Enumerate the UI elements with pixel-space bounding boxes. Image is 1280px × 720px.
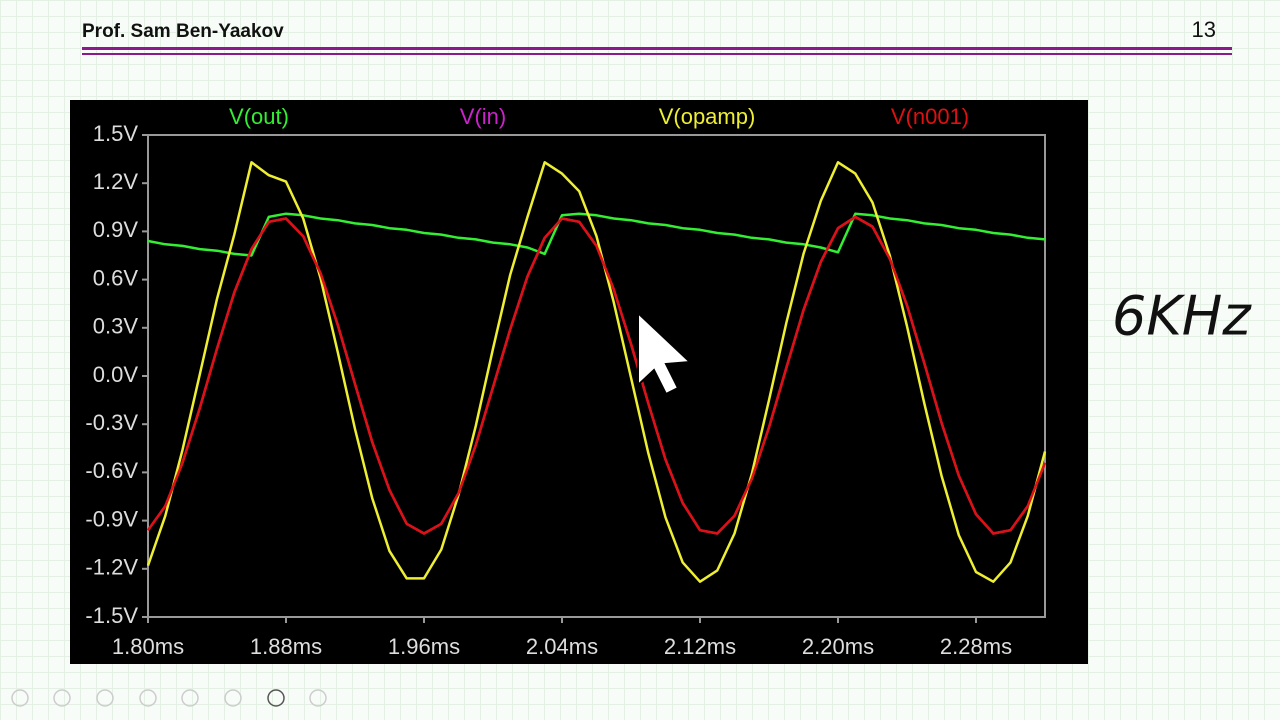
y-tick-label: -0.6V xyxy=(85,458,138,483)
x-tick-label: 1.88ms xyxy=(250,634,322,659)
series-line xyxy=(146,215,1047,535)
handwritten-note: 6KHz xyxy=(1112,285,1252,348)
series-line xyxy=(147,212,1046,257)
legend-entry: V(in) xyxy=(460,104,506,129)
y-tick-label: -0.3V xyxy=(85,410,138,435)
header-rule xyxy=(82,53,1232,55)
page-number: 13 xyxy=(1192,17,1216,42)
plot-background xyxy=(70,100,1088,664)
series-line xyxy=(146,161,1047,583)
y-tick-label: 0.0V xyxy=(93,362,139,387)
legend-entry: V(n001) xyxy=(891,104,969,129)
y-tick-label: 1.5V xyxy=(93,121,139,146)
y-tick-label: 0.9V xyxy=(93,217,139,242)
x-tick-label: 2.28ms xyxy=(940,634,1012,659)
legend-entry: V(out) xyxy=(229,104,289,129)
x-tick-label: 2.04ms xyxy=(526,634,598,659)
x-tick-label: 2.12ms xyxy=(664,634,736,659)
y-tick-label: -1.5V xyxy=(85,603,138,628)
x-tick-label: 2.20ms xyxy=(802,634,874,659)
legend-entry: V(opamp) xyxy=(659,104,756,129)
mouse-cursor xyxy=(637,310,693,396)
y-tick-label: -0.9V xyxy=(85,506,138,531)
y-tick-label: 0.3V xyxy=(93,314,139,339)
author: Prof. Sam Ben-Yaakov xyxy=(82,21,284,42)
header-rule xyxy=(82,47,1232,50)
y-tick-label: -1.2V xyxy=(85,555,138,580)
x-tick-label: 1.80ms xyxy=(112,634,184,659)
plot: -1.5V -1.2V -0.9V -0.6V -0.3V 0.0V 0.3V 0.6V 0.9… xyxy=(85,104,1047,659)
toolbar xyxy=(11,689,327,707)
y-tick-label: 1.2V xyxy=(93,169,139,194)
y-tick-label: 0.6V xyxy=(93,265,139,290)
x-tick-label: 1.96ms xyxy=(388,634,460,659)
